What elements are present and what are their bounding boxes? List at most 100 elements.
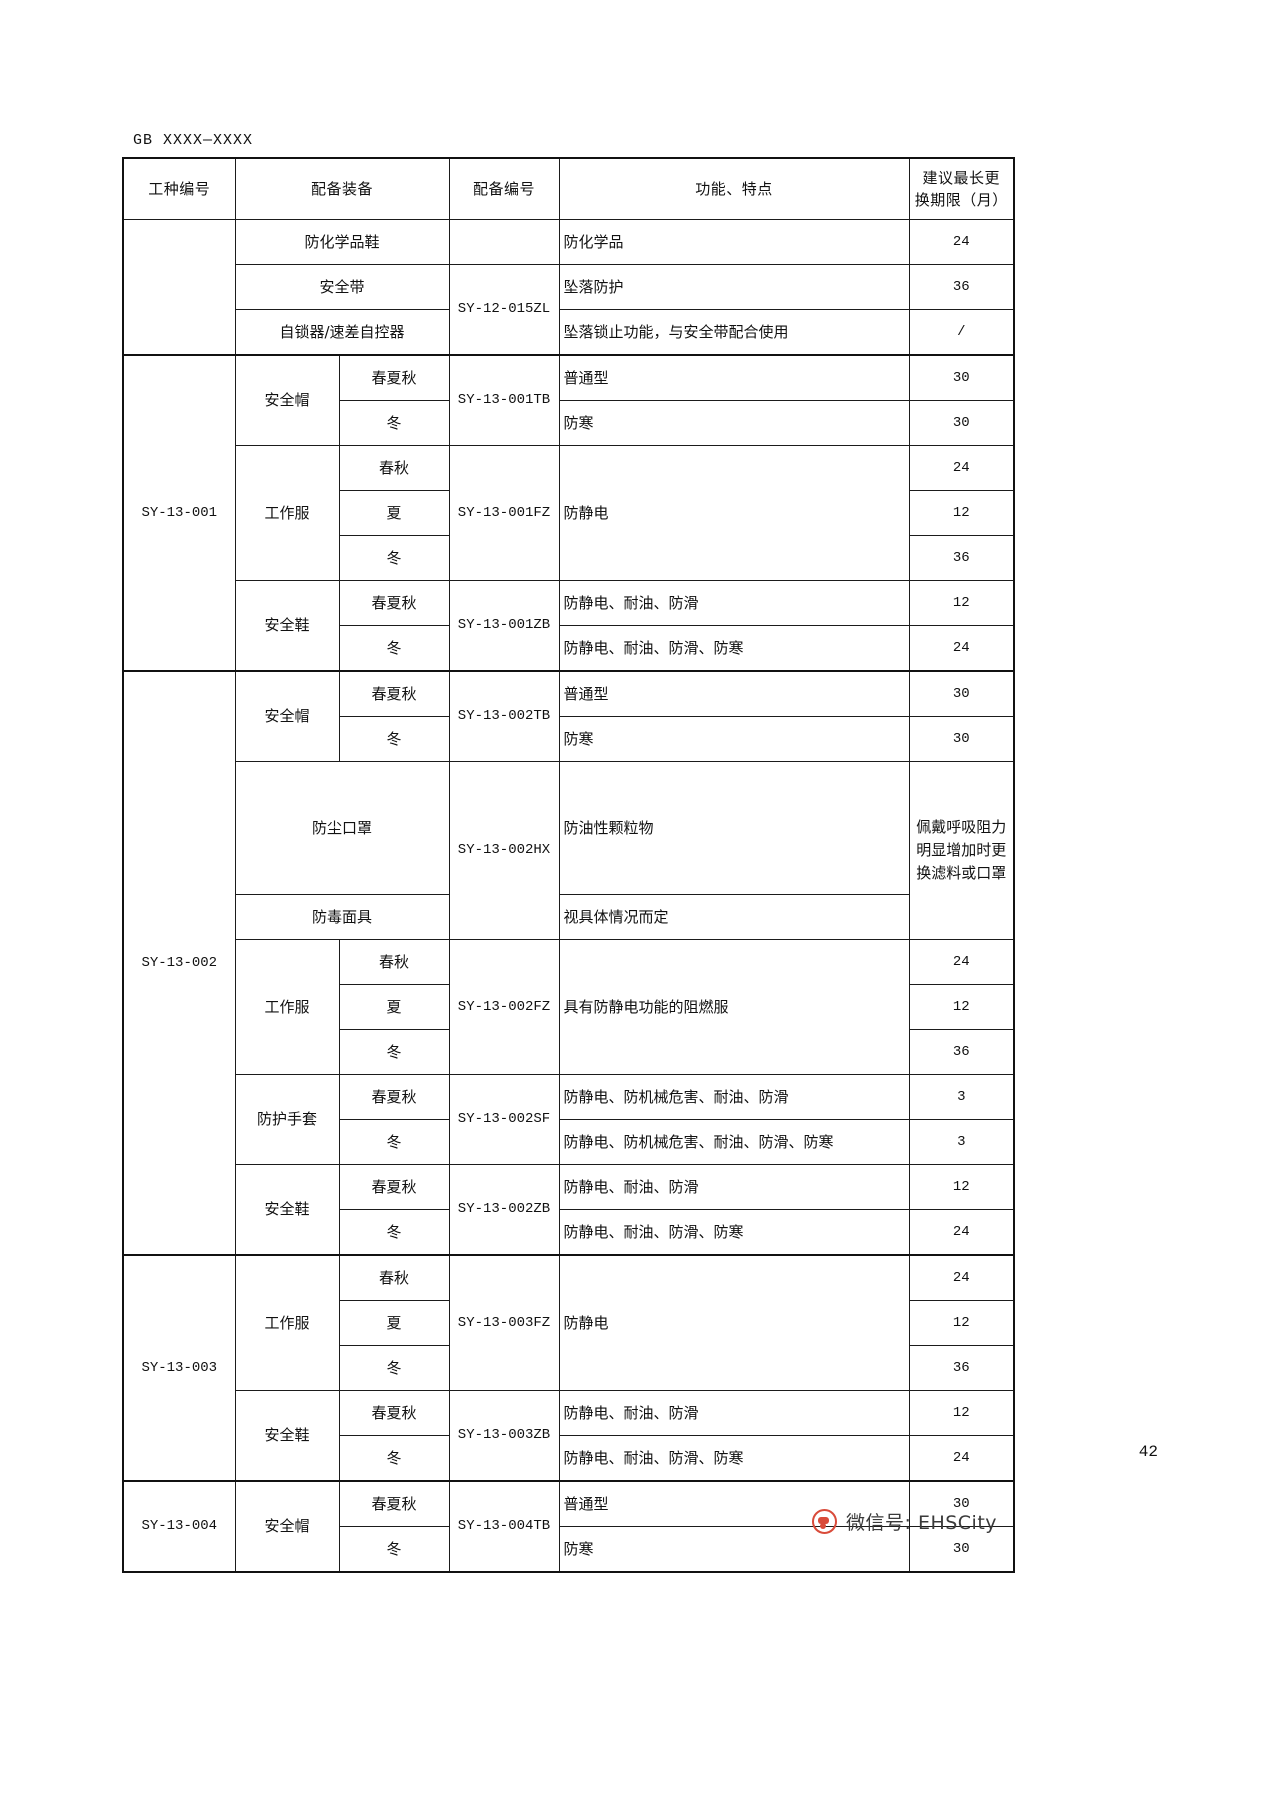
- col-header-equipment-code: 配备编号: [448, 157, 560, 220]
- col-header-replacement-months: 建议最长更 换期限（月）: [908, 157, 1015, 220]
- cell-months: 佩戴呼吸阻力明显增加时更换滤料或口罩: [908, 761, 1015, 940]
- cell-equipment: 安全帽: [234, 354, 340, 446]
- cell-equipment-code: [448, 219, 560, 265]
- table-row: 冬 36: [123, 535, 1015, 581]
- cell-function: 普通型: [558, 1480, 910, 1527]
- cell-months: 30: [908, 1526, 1015, 1573]
- cell-function: 防静电、耐油、防滑、防寒: [558, 1209, 910, 1256]
- cell-season: 春夏秋: [338, 1390, 450, 1436]
- cell-equipment: 防化学品鞋: [234, 219, 450, 265]
- cell-function: 坠落锁止功能，与安全带配合使用: [558, 309, 910, 356]
- cell-season: 春夏秋: [338, 354, 450, 401]
- cell-function: 防静电、耐油、防滑: [558, 1390, 910, 1436]
- cell-season: 春秋: [338, 1254, 450, 1301]
- table-row: SY-13-001 安全帽 春夏秋 SY-13-001TB 普通型 30: [122, 354, 1015, 672]
- cell-season: 冬: [338, 1119, 450, 1165]
- cell-months: 12: [908, 580, 1015, 626]
- cell-months: 3: [908, 1074, 1015, 1120]
- table-row: 安全鞋 春夏秋 SY-13-002ZB 防静电、耐油、防滑 12: [123, 1164, 1015, 1256]
- cell-equipment: 安全帽: [234, 670, 340, 762]
- cell-season: 冬: [338, 625, 450, 672]
- cell-equipment-code: SY-13-004TB: [448, 1480, 560, 1573]
- cell-job-code: SY-13-003: [122, 1254, 236, 1482]
- running-header: GB XXXX—XXXX: [133, 132, 254, 149]
- cell-equipment: 安全鞋: [234, 1164, 340, 1256]
- cell-months: 12: [908, 1300, 1015, 1346]
- cell-function: 防静电、防机械危害、耐油、防滑、防寒: [558, 1119, 910, 1165]
- cell-equipment-code: SY-13-002ZB: [448, 1164, 560, 1256]
- cell-function: 防静电、耐油、防滑、防寒: [558, 625, 910, 672]
- cell-months: 12: [908, 1390, 1015, 1436]
- cell-function: 防静电、耐油、防滑、防寒: [558, 1435, 910, 1482]
- cell-months: 3: [908, 1119, 1015, 1165]
- cell-months: 30: [908, 400, 1015, 446]
- cell-months: 24: [908, 625, 1015, 672]
- table-row: 冬 36: [123, 1345, 1015, 1391]
- cell-equipment-code: SY-13-003FZ: [448, 1254, 560, 1391]
- cell-season: 冬: [338, 1029, 450, 1075]
- cell-months: 36: [908, 535, 1015, 581]
- cell-function: 防化学品: [558, 219, 910, 265]
- cell-season: 夏: [338, 1300, 450, 1346]
- cell-season: 春秋: [338, 445, 450, 491]
- table-row: 冬 防寒 30: [123, 1526, 1015, 1573]
- cell-months: 12: [908, 1164, 1015, 1210]
- cell-season: 冬: [338, 716, 450, 762]
- cell-months: 24: [908, 219, 1015, 265]
- wechat-handle: 微信号: EHSCity: [846, 1512, 998, 1534]
- cell-season: 夏: [338, 490, 450, 536]
- table-row: 工作服 春秋 SY-13-002FZ 具有防静电功能的阻燃服 24: [123, 939, 1015, 1075]
- cell-function: 防寒: [558, 1526, 910, 1573]
- cell-equipment-code: SY-13-001ZB: [448, 580, 560, 672]
- table-row: 工作服 春秋 SY-13-001FZ 防静电 24: [123, 445, 1015, 581]
- cell-function: 防寒: [558, 716, 910, 762]
- cell-equipment-code: SY-13-001FZ: [448, 445, 560, 581]
- cell-equipment: 防尘口罩: [234, 761, 450, 895]
- table-row: 夏 12: [123, 984, 1015, 1030]
- cell-equipment: 工作服: [234, 445, 340, 581]
- cell-function: 防寒: [558, 400, 910, 446]
- cell-function: 防静电、防机械危害、耐油、防滑: [558, 1074, 910, 1120]
- table-row: 冬 36: [123, 1029, 1015, 1075]
- col-header-equipment: 配备装备: [234, 157, 450, 220]
- cell-function: 普通型: [558, 670, 910, 717]
- cell-months: 24: [908, 1209, 1015, 1256]
- cell-months: 36: [908, 1029, 1015, 1075]
- cell-months: 30: [908, 1480, 1015, 1527]
- table-row: SY-13-002 安全帽 春夏秋 SY-13-002TB 普通型 30: [122, 670, 1015, 1256]
- cell-season: 春秋: [338, 939, 450, 985]
- cell-months: 24: [908, 939, 1015, 985]
- table-row: 冬 防静电、耐油、防滑、防寒 24: [123, 625, 1015, 672]
- cell-equipment-code: SY-13-003ZB: [448, 1390, 560, 1482]
- cell-function: 防静电: [558, 1254, 910, 1391]
- table-row: 安全带 SY-12-015ZL 坠落防护 36: [123, 264, 1015, 356]
- cell-function: 防静电: [558, 445, 910, 581]
- col-header-months-line2: 换期限（月）: [914, 191, 1008, 209]
- cell-function: 视具体情况而定: [558, 894, 910, 940]
- cell-equipment-code: SY-13-002SF: [448, 1074, 560, 1165]
- cell-season: 冬: [338, 1345, 450, 1391]
- col-header-job-code: 工种编号: [122, 157, 236, 220]
- cell-job-code: [122, 219, 236, 356]
- cell-equipment: 安全鞋: [234, 580, 340, 672]
- table-row: 冬 防静电、防机械危害、耐油、防滑、防寒 3: [123, 1119, 1015, 1165]
- table-row: 防尘口罩 SY-13-002HX 防油性颗粒物 佩戴呼吸阻力明显增加时更换滤料或…: [123, 761, 1015, 940]
- cell-months: 30: [908, 670, 1015, 717]
- cell-season: 冬: [338, 535, 450, 581]
- cell-months: 24: [908, 445, 1015, 491]
- table-row: 防化学品鞋 防化学品 24: [122, 219, 1015, 356]
- cell-months: 30: [908, 354, 1015, 401]
- cell-equipment: 防毒面具: [234, 894, 450, 940]
- table-row: 冬 防静电、耐油、防滑、防寒 24: [123, 1435, 1015, 1482]
- table-row: 冬 防寒 30: [123, 400, 1015, 446]
- cell-job-code: SY-13-001: [122, 354, 236, 672]
- cell-function: 坠落防护: [558, 264, 910, 310]
- table-row: SY-13-004 安全帽 春夏秋 SY-13-004TB 普通型 30: [122, 1480, 1015, 1573]
- cell-months: 24: [908, 1435, 1015, 1482]
- cell-function: 普通型: [558, 354, 910, 401]
- cell-season: 夏: [338, 984, 450, 1030]
- spec-table: 工种编号 配备装备 配备编号 功能、特点 建议最长更 换期限（月） 防化学品鞋: [122, 157, 1016, 1573]
- cell-months: 36: [908, 1345, 1015, 1391]
- cell-months: 24: [908, 1254, 1015, 1301]
- table-row: 自锁器/速差自控器 坠落锁止功能，与安全带配合使用 /: [123, 309, 1015, 356]
